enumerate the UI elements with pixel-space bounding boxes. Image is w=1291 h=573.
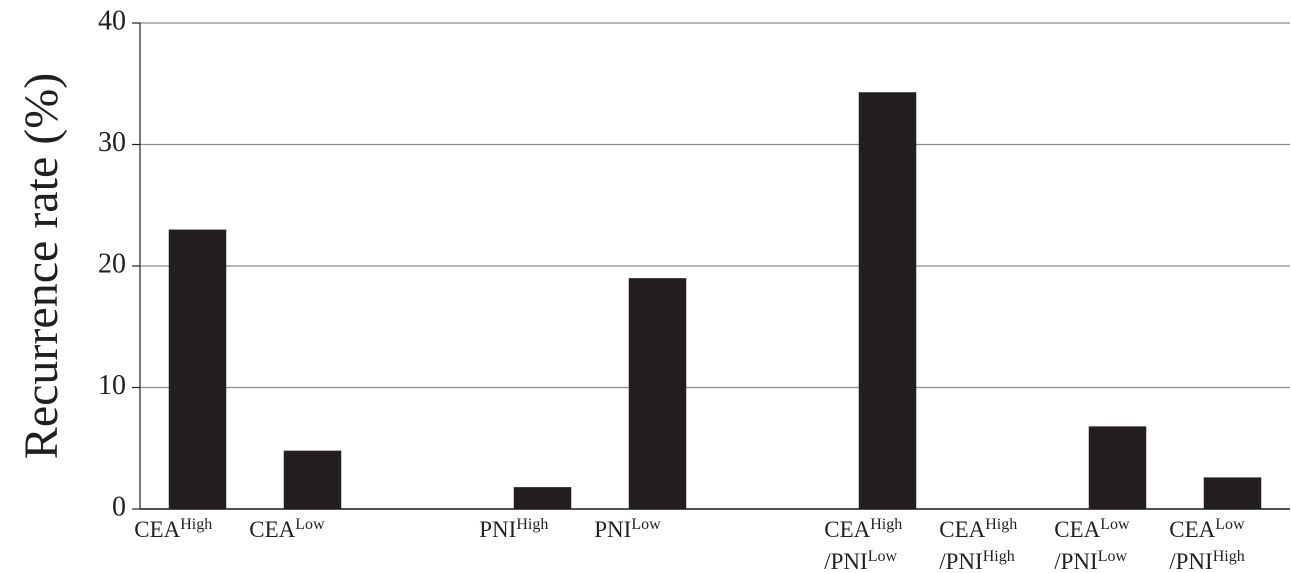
label-base: CEA [134, 517, 180, 542]
y-axis-label: Recurrence rate (%) [15, 73, 68, 459]
y-tick-label: 30 [98, 127, 126, 158]
label-base: /PNI [1169, 549, 1212, 573]
label-base: CEA [939, 517, 985, 542]
label-superscript: Low [868, 548, 898, 565]
x-tick-label: PNIHigh [479, 516, 548, 542]
x-tick-label: CEAHigh [134, 516, 212, 542]
label-superscript: Low [1100, 516, 1130, 533]
y-tick-label: 0 [112, 491, 126, 522]
label-base: PNI [594, 517, 631, 542]
label-superscript: High [985, 516, 1017, 533]
bar [858, 92, 917, 509]
label-superscript: Low [631, 516, 661, 533]
label-base: CEA [1169, 517, 1215, 542]
label-superscript: High [516, 516, 548, 533]
bar [168, 229, 227, 510]
x-tick-label: /PNIHigh [1169, 548, 1244, 573]
bar [1088, 426, 1147, 509]
label-superscript: Low [1098, 548, 1128, 565]
bar [1203, 477, 1262, 509]
x-tick-label: CEALow [1169, 516, 1245, 542]
label-superscript: Low [1215, 516, 1245, 533]
label-base: PNI [479, 517, 516, 542]
label-superscript: Low [295, 516, 325, 533]
label-base: CEA [824, 517, 870, 542]
bar [628, 278, 687, 509]
label-base: CEA [1054, 517, 1100, 542]
x-tick-label: PNILow [594, 516, 661, 542]
y-tick-label: 20 [98, 248, 126, 279]
label-base: /PNI [824, 549, 867, 573]
label-superscript: High [180, 516, 212, 533]
label-base: CEA [249, 517, 295, 542]
bar [513, 487, 572, 509]
x-tick-label: CEAHigh [939, 516, 1017, 542]
x-tick-label: CEALow [1054, 516, 1130, 542]
label-base: /PNI [1054, 549, 1097, 573]
x-tick-label: /PNIHigh [939, 548, 1014, 573]
label-superscript: High [1213, 548, 1245, 565]
bar [283, 450, 342, 509]
label-superscript: High [983, 548, 1015, 565]
label-base: /PNI [939, 549, 982, 573]
x-tick-label: CEAHigh [824, 516, 902, 542]
label-superscript: High [870, 516, 902, 533]
y-tick-label: 10 [98, 370, 126, 401]
y-tick-label: 40 [98, 5, 126, 36]
x-tick-label: /PNILow [824, 548, 897, 573]
x-tick-label: CEALow [249, 516, 325, 542]
x-tick-label: /PNILow [1054, 548, 1127, 573]
